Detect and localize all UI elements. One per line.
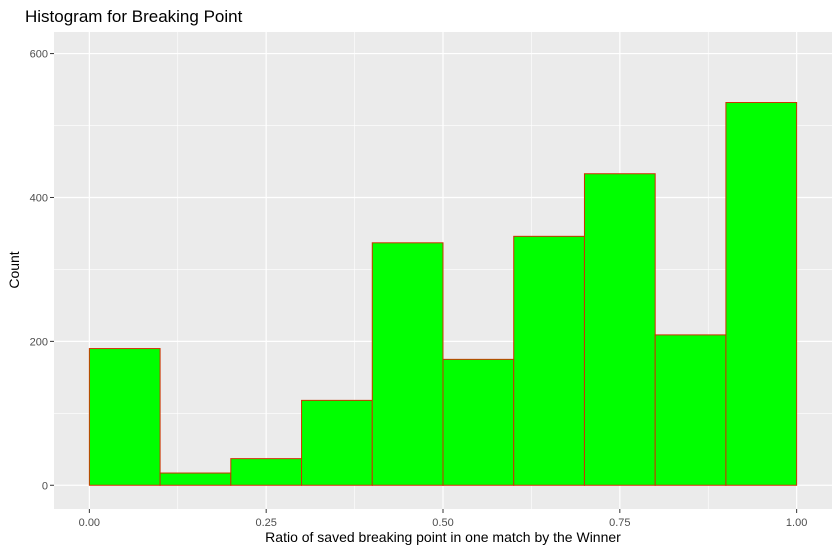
- y-tick-label: 200: [30, 336, 48, 348]
- x-tick-label: 0.75: [609, 517, 630, 529]
- histogram-bar: [442, 358, 515, 486]
- x-tick-label: 0.25: [255, 517, 276, 529]
- x-tick-label: 0.50: [432, 517, 453, 529]
- y-axis-ticks: 0 200 400 600: [30, 49, 54, 492]
- x-tick-label: 1.00: [786, 517, 807, 529]
- chart-title: Histogram for Breaking Point: [25, 7, 243, 26]
- x-axis-title: Ratio of saved breaking point in one mat…: [265, 529, 621, 545]
- y-tick-label: 400: [30, 192, 48, 204]
- y-tick-label: 0: [42, 480, 48, 492]
- histogram-bar: [230, 458, 303, 486]
- y-tick-label: 600: [30, 49, 48, 61]
- histogram-bars: [88, 102, 798, 486]
- y-axis-title: Count: [6, 251, 22, 288]
- x-axis-ticks: 0.00 0.25 0.50 0.75 1.00: [79, 509, 807, 529]
- histogram-bar: [371, 242, 444, 486]
- histogram-bar: [654, 334, 727, 486]
- histogram-bar: [301, 399, 373, 486]
- histogram-bar: [513, 235, 585, 486]
- histogram-bar: [725, 102, 798, 486]
- histogram-bar: [159, 472, 232, 486]
- x-tick-label: 0.00: [79, 517, 100, 529]
- histogram-bar: [583, 173, 656, 486]
- histogram-bar: [88, 348, 161, 486]
